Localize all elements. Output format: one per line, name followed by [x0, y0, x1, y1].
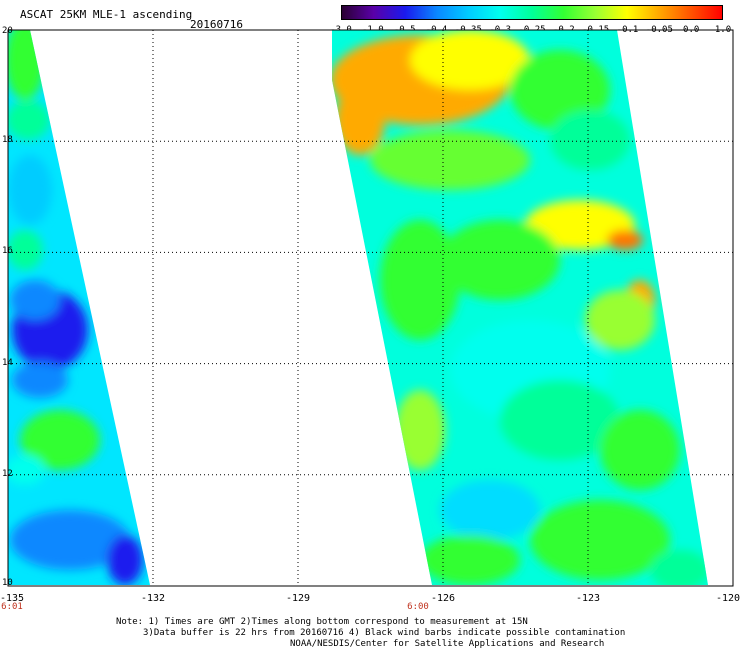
swath-east-patch	[500, 380, 620, 460]
swath-east-patch	[335, 85, 385, 155]
swath-west-patch	[12, 362, 68, 398]
lat-label: 20	[2, 26, 13, 36]
swath-east-patch	[380, 220, 460, 340]
lat-label: 14	[2, 357, 13, 368]
swath-east-patch	[525, 200, 635, 250]
swath-east-patch	[440, 480, 540, 540]
time-label-west: 6:01	[1, 602, 23, 612]
swath-west-patch	[8, 100, 50, 140]
swath-west-patch	[10, 280, 60, 320]
lon-label: -132	[140, 593, 166, 604]
swath-east-patch	[550, 110, 630, 170]
lon-label: -123	[575, 593, 601, 604]
swath-east-patch	[370, 130, 530, 190]
swath-east-patch	[650, 550, 708, 585]
swath-east-patch	[607, 230, 643, 250]
lat-label: 12	[2, 468, 13, 479]
swath-west-patch	[20, 410, 100, 470]
colorbar	[341, 5, 723, 20]
swath-west-patch	[10, 510, 130, 570]
swath-east-patch	[530, 500, 670, 580]
swath-east-patch	[510, 50, 610, 130]
time-label-east: 6:00	[407, 602, 429, 612]
lon-label: -129	[285, 593, 311, 604]
lat-label: 18	[2, 135, 13, 146]
note-line-2: 3)Data buffer is 22 hrs from 20160716 4)…	[143, 628, 626, 638]
note-line-3: NOAA/NESDIS/Center for Satellite Applica…	[290, 639, 605, 649]
lat-label: 10	[2, 578, 13, 588]
swath-east-patch	[440, 220, 560, 300]
swath-west-patch	[8, 230, 43, 270]
chart-date: 20160716	[190, 18, 243, 31]
lon-label: -126	[430, 593, 456, 604]
chart-title: ASCAT 25KM MLE-1 ascending	[20, 8, 193, 21]
map-frame	[7, 29, 734, 587]
swath-west-patch	[107, 535, 143, 585]
lon-label: -120	[715, 593, 740, 604]
lat-label: 16	[2, 246, 13, 257]
swath-west-patch	[8, 155, 52, 225]
lon-label: -135	[0, 593, 25, 604]
note-line-1: Note: 1) Times are GMT 2)Times along bot…	[116, 617, 528, 627]
swath-east-patch	[585, 290, 655, 350]
swath-east-patch	[410, 30, 530, 90]
swath-east-patch	[600, 410, 680, 490]
swath-west-patch	[8, 455, 45, 485]
swath-east-patch	[395, 390, 445, 470]
swath-east-patch	[420, 535, 520, 585]
gridlines	[8, 30, 733, 586]
